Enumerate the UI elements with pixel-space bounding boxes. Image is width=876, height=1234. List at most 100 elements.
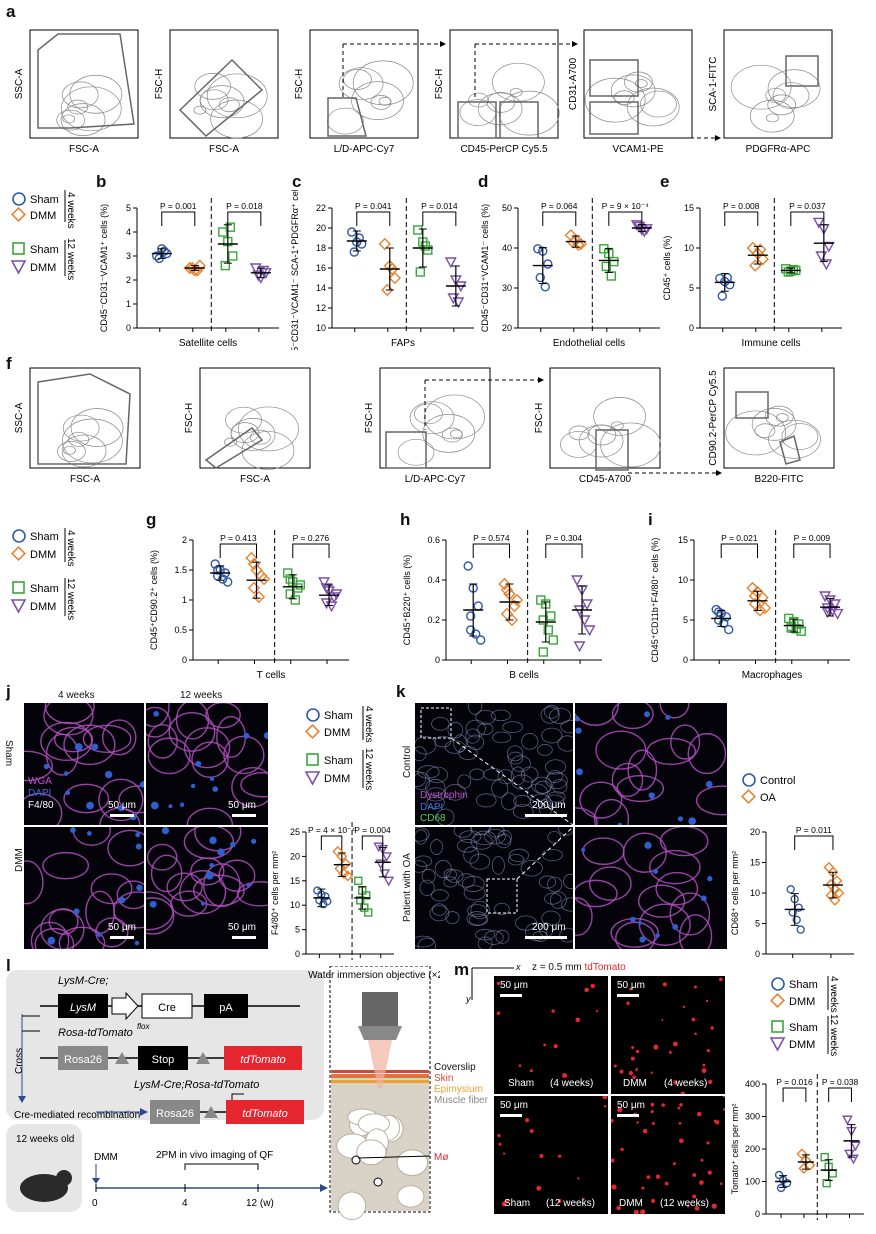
data-point [295,580,305,590]
svg-text:OA: OA [760,792,777,804]
gate [499,101,539,139]
nucleus [86,831,92,836]
chart-t-cells: 0 0.5 1 1.5 2 CD45⁺CD90.2⁺ cells (%) T cells P … [149,530,349,681]
stain-dystrophin: Dystrophin [420,790,468,801]
scale-bar [525,814,567,817]
legend-m: Sham DMM 4 weeks Sham DMM 12 weeks [769,976,839,1056]
data-point [753,604,767,617]
tdtomato-cell [633,1209,639,1214]
muscle-fiber-outline [521,733,539,750]
muscle-fiber-outline [95,917,129,948]
muscle-fiber-outline [456,838,478,853]
data-point [378,237,391,251]
data-point [354,233,364,243]
tdtomato-cell [700,1158,704,1162]
tdtomato-cell [617,1107,623,1113]
tdtomato-cell [719,977,723,982]
muscle-fiber-outline [611,762,644,798]
svg-text:Sham: Sham [30,531,59,543]
nucleus [644,711,651,718]
muscle-fiber-outline [492,731,512,744]
scale-bar [500,994,522,997]
density-contour [351,81,404,120]
flow-y-axis-label: FSC-H [294,69,305,100]
svg-text:y: y [465,994,471,1004]
muscle-fiber-outline [426,796,445,809]
muscle-fiber-outline [469,853,491,870]
flow-x-axis-label: FSC-A [209,144,239,155]
muscle-fiber-outline [415,860,427,873]
tdtomato-cell [651,1122,655,1125]
tdtomato-cell [650,1071,653,1074]
muscle-fiber-outline [53,726,94,753]
nucleus [118,896,126,904]
data-point [756,253,769,266]
flow-plot-frame [29,29,139,139]
data-point [571,575,584,587]
muscle-fiber-outline [510,766,526,786]
data-point [498,577,511,591]
tdtomato-cell [673,1080,678,1085]
svg-text:12 weeks: 12 weeks [65,578,76,620]
flow-y-axis-label: FSC-H [154,69,165,100]
tdtomato-cell [692,1173,697,1177]
flow-y-axis-label: SSC-A [14,402,25,433]
muscle-fiber-outline [495,929,510,944]
muscle-fiber-outline [470,900,490,920]
data-point [444,257,457,269]
data-point [340,858,352,870]
svg-text:DMM: DMM [324,727,350,739]
y-tick-label: 300 [745,1112,760,1122]
p-value: P = 0.041 [355,201,392,211]
label-coverslip: Coverslip [434,1062,476,1073]
nucleus [648,792,655,799]
tdtomato-cell [620,1147,624,1152]
micrograph-j-sham-4w [24,703,144,825]
svg-text:Rosa26: Rosa26 [156,1108,194,1120]
j-row-sham: Sham [3,740,14,767]
muscle-fiber-outline [615,921,656,949]
nucleus [672,923,679,930]
data-point [318,577,331,589]
flow-x-axis-label: CD45-PerCP Cy5.5 [460,144,548,155]
gate [457,101,497,139]
muscle-fiber-outline [415,735,437,755]
muscle-fiber-outline [425,778,446,797]
flow-y-axis-label: FSC-H [364,403,375,434]
muscle-fiber-outline [678,914,713,949]
data-point [218,227,228,237]
panel-label-d: d [478,172,489,191]
density-contour [61,81,99,109]
legend-4-12-weeks-middle: Sham DMM 4 weeks Sham DMM 12 weeks [10,528,76,620]
tdtomato-cell [536,1185,542,1191]
construct-box [6,970,324,1120]
muscle-fiber-outline [550,891,567,909]
data-point [357,239,367,249]
tdtomato-cell [664,1181,669,1186]
y-axis-label: CD45⁻CD31⁻VCAM1⁻ SCA-1⁺PDGFRα⁺ cells (%) [290,190,300,350]
muscle-fiber-outline [593,798,630,825]
muscle-fiber-outline [444,783,466,801]
stain-wga: WGA [28,776,52,787]
p-value: P = 0.014 [421,201,458,211]
y-tick-label: 10 [290,900,300,910]
nucleus [43,763,50,770]
density-contour [441,427,463,443]
significance-bracket [724,211,759,226]
data-point [330,589,343,601]
nucleus [665,715,671,721]
tdtomato-cell [557,1199,562,1203]
nucleus [677,816,684,822]
data-point [786,266,796,276]
muscle-fiber-outline [659,827,709,857]
muscle-fiber-outline [205,703,241,729]
y-tick-label: 2 [126,275,131,285]
m-label: (12 weeks) [660,1198,709,1209]
density-contour [492,62,545,102]
data-point [543,259,553,269]
muscle-fiber-outline [538,875,557,889]
density-contour [766,113,779,123]
tdtomato-cell [677,1106,681,1110]
muscle-fiber-outline [445,911,460,925]
density-contour [70,408,124,447]
